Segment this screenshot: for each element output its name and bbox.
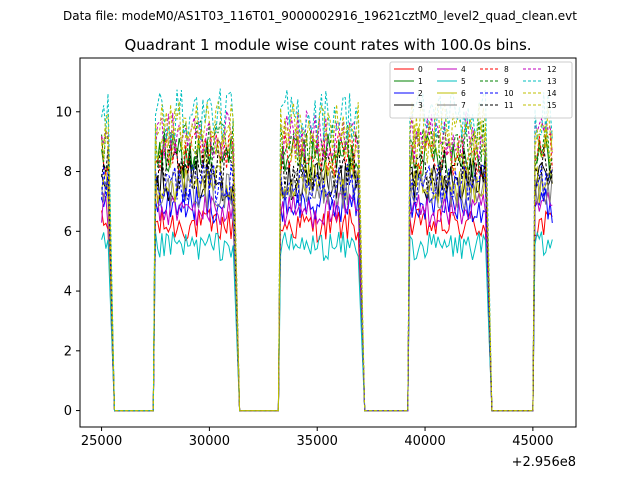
y-tick-label: 10	[55, 105, 72, 120]
y-axis: 0 2 4 6 8 10	[55, 105, 80, 419]
legend-label: 0	[418, 65, 423, 74]
legend-label: 4	[461, 65, 466, 74]
x-tick-label: 40000	[404, 434, 445, 449]
y-tick-label: 0	[64, 404, 72, 419]
legend-label: 6	[461, 89, 466, 98]
legend-label: 10	[504, 89, 514, 98]
x-offset-label: +2.956e8	[512, 455, 576, 470]
x-tick-label: 35000	[297, 434, 338, 449]
series-line-14	[101, 123, 553, 412]
series-line-15	[101, 100, 553, 412]
y-tick-label: 6	[64, 225, 72, 240]
legend-label: 13	[547, 77, 557, 86]
series-line-5	[101, 230, 553, 412]
series-line-0	[101, 208, 553, 412]
x-tick-label: 30000	[189, 434, 230, 449]
figure-suptitle: Data file: modeM0/AS1T03_116T01_90000029…	[63, 9, 577, 23]
series-line-11	[101, 146, 553, 412]
legend-label: 2	[418, 89, 423, 98]
series-layer	[101, 88, 553, 412]
series-line-10	[101, 161, 553, 412]
legend-label: 3	[418, 101, 423, 110]
series-line-4	[101, 191, 553, 412]
legend-label: 12	[547, 65, 557, 74]
y-tick-label: 8	[64, 165, 72, 180]
legend-label: 14	[547, 89, 557, 98]
series-line-3	[101, 158, 553, 412]
y-tick-label: 4	[64, 285, 72, 300]
x-axis: 25000 30000 35000 40000 45000	[81, 427, 554, 449]
chart-title: Quadrant 1 module wise count rates with …	[124, 36, 531, 54]
axes-frame	[79, 57, 577, 428]
series-line-7	[101, 167, 553, 412]
y-tick-label: 2	[64, 344, 72, 359]
legend-label: 5	[461, 77, 466, 86]
series-line-1	[101, 133, 553, 412]
x-tick-label: 25000	[81, 434, 122, 449]
x-tick-label: 45000	[512, 434, 553, 449]
series-line-13	[101, 88, 553, 412]
legend-label: 8	[504, 65, 509, 74]
series-line-2	[101, 184, 553, 412]
series-line-12	[101, 109, 553, 412]
legend-label: 15	[547, 101, 557, 110]
legend-label: 1	[418, 77, 423, 86]
legend-label: 7	[461, 101, 466, 110]
legend-frame	[389, 61, 573, 119]
legend-label: 9	[504, 77, 509, 86]
legend-label: 11	[504, 101, 514, 110]
